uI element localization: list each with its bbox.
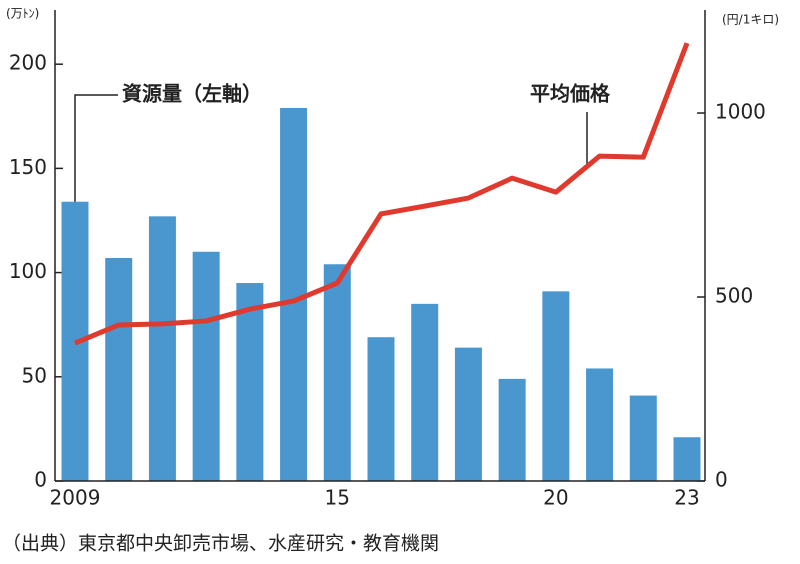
source: （出典）東京都中央卸売市場、水産研究・教育機関 [2, 533, 439, 555]
bar [192, 251, 220, 481]
x-tick-label: 23 [674, 486, 699, 510]
bar [323, 264, 351, 481]
y-tick-label: 0 [34, 468, 47, 492]
bar [498, 378, 526, 481]
bar [411, 303, 439, 481]
x-tick-label: 15 [325, 486, 350, 510]
y-tick-label: 150 [9, 155, 47, 179]
bar [367, 337, 395, 481]
line [74, 42, 690, 346]
series-label: 平均価格 [530, 82, 611, 106]
y-tick-label: 100 [9, 259, 47, 283]
y2-tick-label: 0 [715, 468, 728, 492]
bar [105, 258, 133, 481]
y-tick-label: 200 [9, 51, 47, 75]
bar [629, 395, 657, 481]
y2-tick-label: 1000 [715, 100, 766, 124]
y2-tick-label: 500 [715, 284, 753, 308]
series-label: 資源量（左軸） [122, 82, 262, 106]
y-unit: (万ﾄﾝ) [6, 7, 39, 21]
bar [148, 216, 176, 482]
bar [673, 437, 701, 481]
bar [280, 107, 308, 481]
leader-line [74, 94, 118, 202]
y2-unit: (円/1キロ) [722, 13, 779, 27]
bar [586, 368, 614, 481]
bar [542, 291, 570, 481]
bar [236, 283, 264, 481]
y-tick-label: 50 [22, 363, 47, 387]
x-tick-label: 20 [543, 486, 568, 510]
bar [454, 347, 482, 481]
x-tick-label: 2009 [50, 486, 101, 510]
